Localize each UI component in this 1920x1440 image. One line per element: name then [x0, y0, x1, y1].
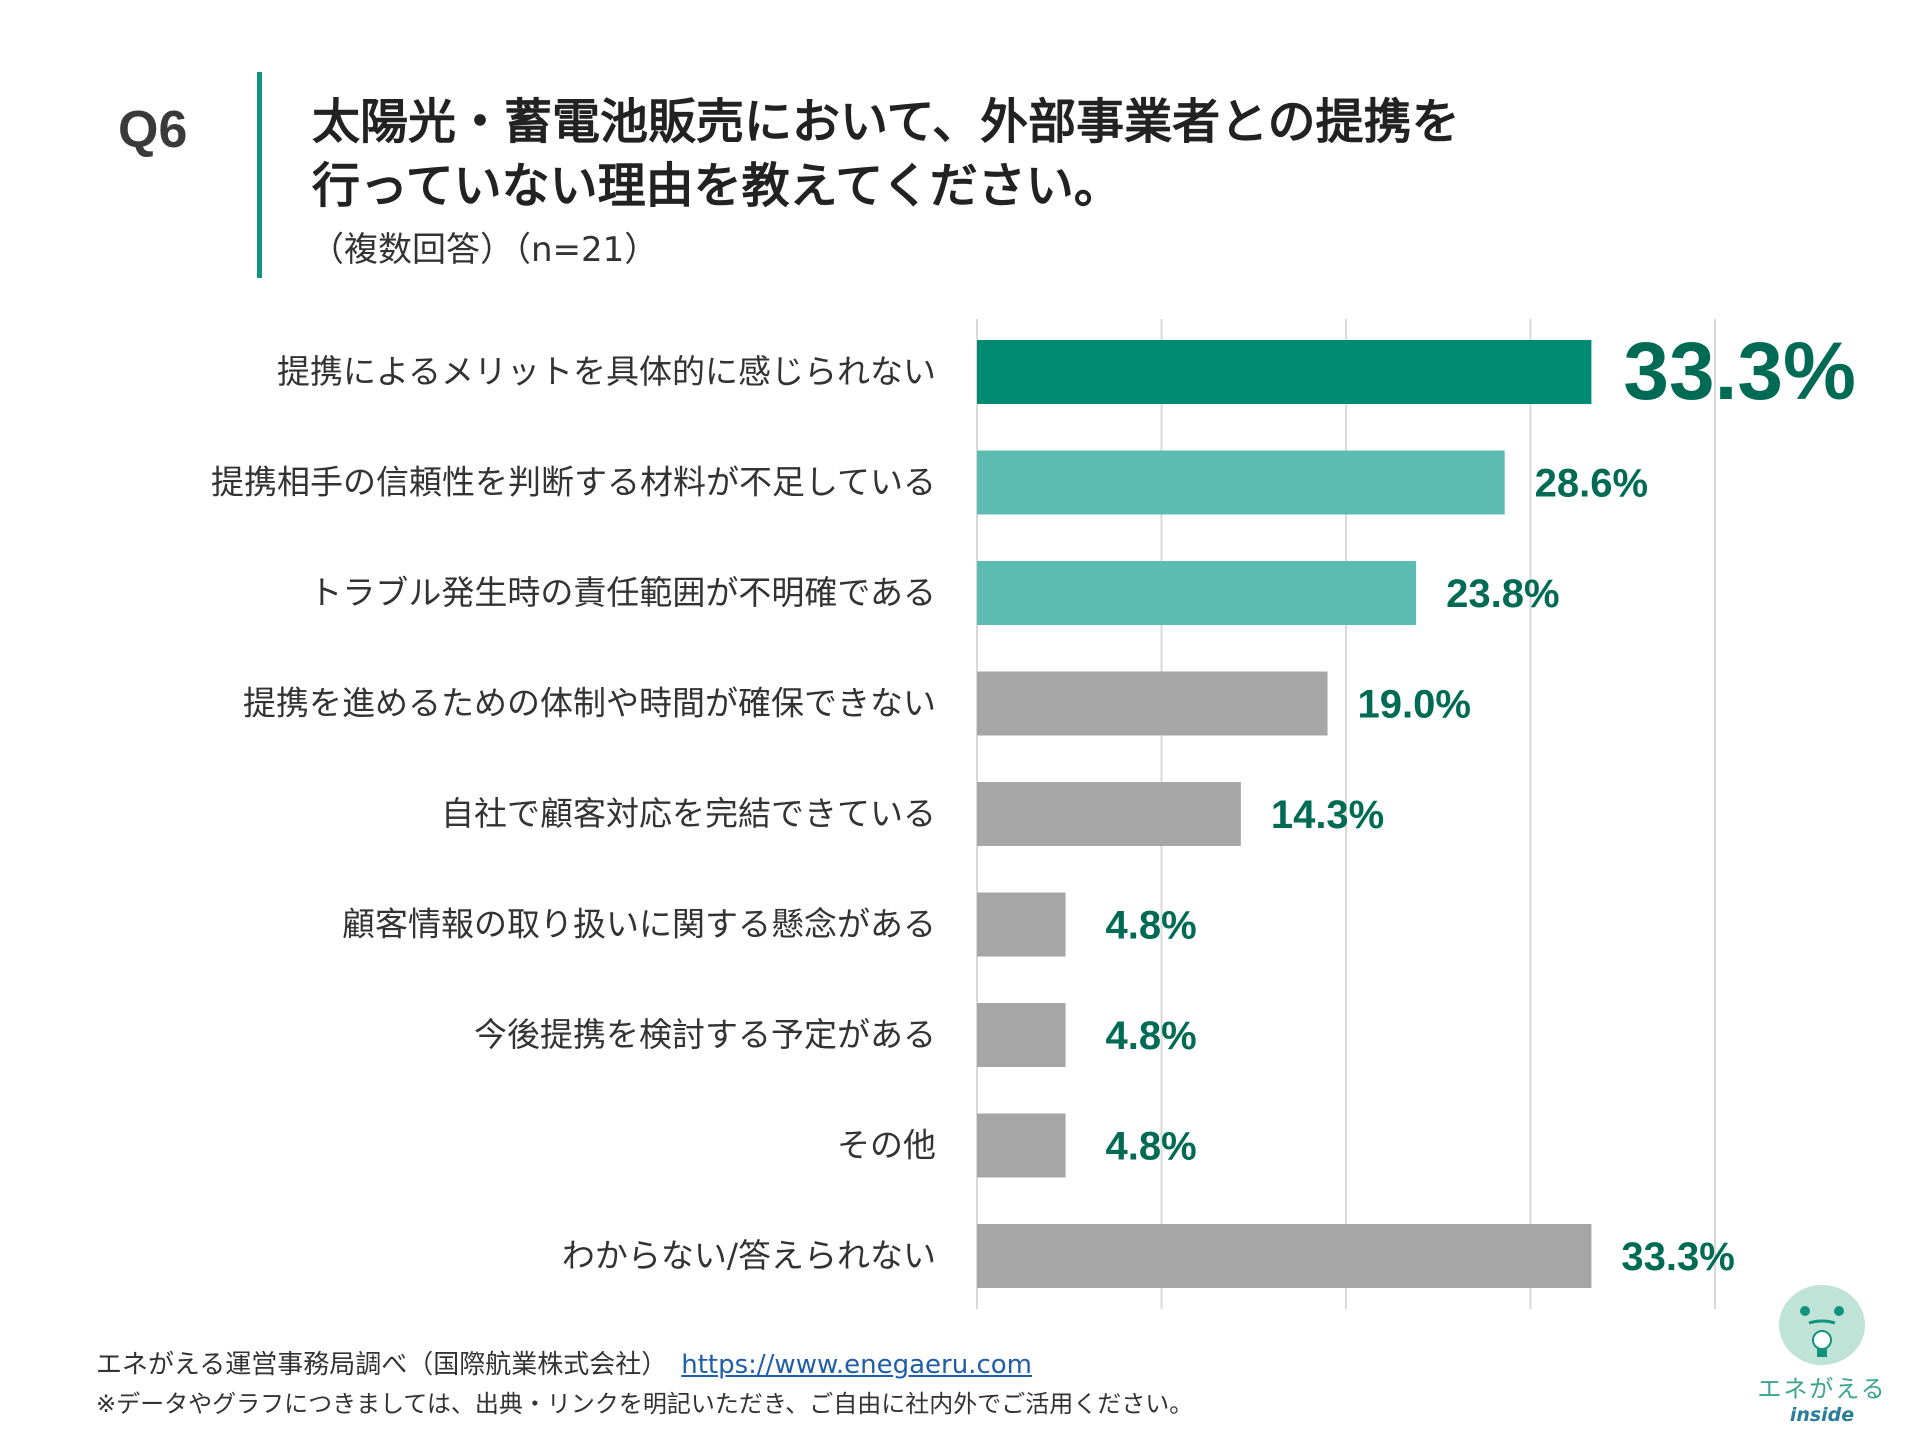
footer-source: エネがえる運営事務局調べ（国際航業株式会社） [96, 1350, 668, 1380]
bar [977, 340, 1592, 404]
enegaeru-logo: エネがえる inside [1752, 1285, 1892, 1435]
chart-title: 太陽光・蓄電池販売において、外部事業者との提携を 行っていない理由を教えてくださ… [312, 90, 1460, 218]
data-label: 23.8% [1446, 572, 1559, 616]
bar [977, 892, 1066, 957]
data-label: 4.8% [1106, 904, 1197, 948]
footer-note: ※データやグラフにつきましては、出典・リンクを明記いただき、ご自由に社内外でご活… [96, 1390, 1194, 1418]
question-number: Q6 [118, 101, 188, 159]
data-label: 19.0% [1358, 683, 1471, 727]
data-label: 28.6% [1535, 462, 1648, 506]
logo-sub: inside [1789, 1404, 1855, 1426]
data-label: 33.3% [1623, 326, 1856, 417]
category-label: 自社で顧客対応を完結できている [441, 794, 936, 833]
title-divider [257, 72, 262, 278]
bar [977, 450, 1505, 515]
title-line-1: 太陽光・蓄電池販売において、外部事業者との提携を [312, 94, 1460, 150]
category-label: 今後提携を検討する予定がある [474, 1015, 936, 1054]
logo-name: エネがえる [1757, 1375, 1887, 1403]
category-label: わからない/答えられない [562, 1236, 936, 1275]
bar [977, 671, 1328, 736]
frog-bulb-icon [1779, 1285, 1865, 1365]
category-label: トラブル発生時の責任範囲が不明確である [309, 573, 936, 612]
footer-link[interactable]: https://www.enegaeru.com [681, 1350, 1032, 1380]
category-label: 提携相手の信頼性を判断する材料が不足している [211, 463, 936, 502]
data-label: 4.8% [1106, 1014, 1197, 1058]
chart-subtitle: （複数回答）（n=21） [310, 230, 659, 270]
bar [977, 561, 1417, 625]
title-line-2: 行っていない理由を教えてください。 [312, 158, 1122, 214]
data-label: 14.3% [1271, 793, 1384, 837]
bar [977, 1224, 1592, 1288]
category-label: 提携を進めるための体制や時間が確保できない [243, 684, 936, 723]
bar [977, 1003, 1066, 1067]
bar [977, 782, 1241, 846]
category-label: 提携によるメリットを具体的に感じられない [277, 352, 936, 391]
data-label: 33.3% [1621, 1235, 1734, 1279]
footer-source-line: エネがえる運営事務局調べ（国際航業株式会社） https://www.enegae… [96, 1344, 1032, 1381]
category-label: 顧客情報の取り扱いに関する懸念がある [342, 905, 936, 944]
category-label: その他 [837, 1126, 936, 1165]
bar [977, 1113, 1066, 1178]
data-label: 4.8% [1106, 1125, 1197, 1169]
